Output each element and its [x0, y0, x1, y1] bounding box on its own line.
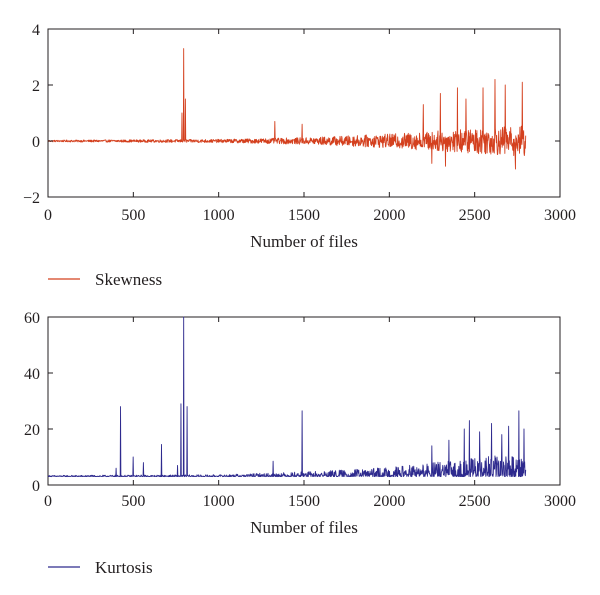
- x-tick-label: 2500: [459, 493, 491, 510]
- y-tick-label: 60: [24, 310, 40, 327]
- x-tick-label: 1500: [288, 493, 320, 510]
- y-tick-label: 2: [32, 78, 40, 95]
- kurtosis-legend-label: Kurtosis: [95, 558, 153, 577]
- x-tick-label: 3000: [544, 207, 576, 224]
- x-tick-label: 500: [121, 207, 145, 224]
- series-line-kurtosis: [47, 316, 527, 478]
- x-tick-label: 2500: [459, 207, 491, 224]
- skewness-x-axis-title: Number of files: [250, 232, 358, 251]
- x-tick-label: 1500: [288, 207, 320, 224]
- kurtosis-plot-frame: [47, 316, 561, 486]
- x-tick-label: 1000: [203, 207, 235, 224]
- y-tick-label: 20: [24, 422, 40, 439]
- kurtosis-x-ticks: 0 500 1000 1500 2000 2500 3000: [44, 317, 576, 510]
- skewness-legend-label: Skewness: [95, 270, 162, 289]
- kurtosis-y-ticks: 0 20 40 60: [24, 310, 560, 495]
- kurtosis-chart: 0 500 1000 1500 2000 2500 3000 0 20 40 60 Number …: [24, 310, 576, 577]
- x-tick-label: 2000: [373, 207, 405, 224]
- kurtosis-x-axis-title: Number of files: [250, 518, 358, 537]
- skewness-series-group: [47, 48, 527, 170]
- x-tick-label: 0: [44, 207, 52, 224]
- skewness-y-ticks: −2 0 2 4: [23, 22, 560, 207]
- y-tick-label: 40: [24, 366, 40, 383]
- skewness-legend: Skewness: [48, 270, 162, 289]
- kurtosis-series-group: [47, 316, 527, 478]
- x-tick-label: 1000: [203, 493, 235, 510]
- kurtosis-legend: Kurtosis: [48, 558, 153, 577]
- y-tick-label: 4: [32, 22, 40, 39]
- x-tick-label: 2000: [373, 493, 405, 510]
- x-tick-label: 3000: [544, 493, 576, 510]
- y-tick-label: 0: [32, 134, 40, 151]
- skewness-x-ticks: 0 500 1000 1500 2000 2500 3000: [44, 29, 576, 224]
- y-tick-label: 0: [32, 478, 40, 495]
- series-line-skewness: [47, 48, 527, 170]
- x-tick-label: 500: [121, 493, 145, 510]
- y-tick-label: −2: [23, 190, 40, 207]
- x-tick-label: 0: [44, 493, 52, 510]
